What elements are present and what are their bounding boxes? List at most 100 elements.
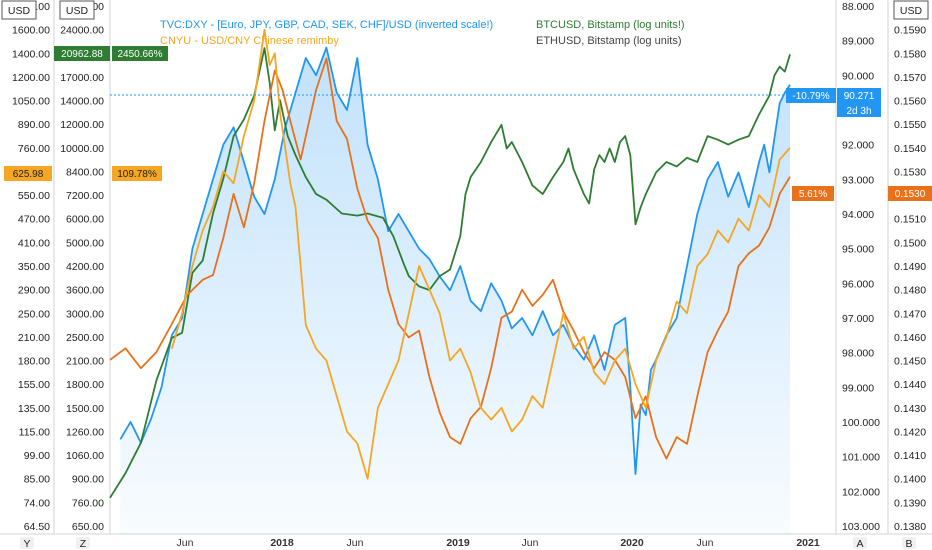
far-left-tick: 550.00 — [18, 190, 50, 202]
far-left-tick: 115.00 — [19, 426, 50, 438]
series-line-0[interactable] — [109, 47, 791, 499]
unit-box-left: USD — [1, 0, 37, 20]
left-tick: 1500.00 — [66, 403, 104, 415]
left-tick: 900.00 — [72, 474, 104, 486]
right-tick: 95.000 — [842, 244, 874, 256]
far-left-tick: 74.00 — [24, 497, 50, 509]
svg-text:USD: USD — [8, 5, 31, 17]
x-tick: Jun — [177, 537, 194, 549]
right-tick: 96.000 — [842, 278, 874, 290]
x-tick: Jun — [697, 537, 714, 549]
far-right-tick: 0.1420 — [894, 426, 926, 438]
far-left-tick: 1050.00 — [12, 96, 50, 108]
series-line-2[interactable] — [109, 57, 791, 460]
left-tick: 14000.00 — [60, 96, 104, 108]
x-tick: Jun — [522, 537, 539, 549]
far-right-tick: 0.1400 — [894, 474, 926, 486]
left-tick: 2500.00 — [66, 332, 104, 344]
far-right-tick: 0.1390 — [894, 497, 926, 509]
far-left-tick: 64.50 — [24, 521, 50, 533]
svg-text:Z: Z — [80, 538, 87, 550]
left-tick: 1260.00 — [66, 426, 104, 438]
legend-cnyu: CNYU - USD/CNY Chinese remimby — [160, 35, 339, 47]
button-a[interactable]: A — [853, 537, 867, 550]
svg-text:A: A — [856, 538, 863, 550]
left-tick: 650.00 — [72, 521, 104, 533]
right-tick: 98.000 — [842, 348, 874, 360]
x-tick: 2018 — [270, 537, 294, 549]
unit-box-left-2: USD — [59, 0, 95, 20]
svg-text:90.271: 90.271 — [844, 91, 875, 102]
button-b[interactable]: B — [902, 537, 916, 550]
svg-text:20962.88: 20962.88 — [61, 49, 103, 60]
right-tick: 88.000 — [842, 1, 874, 13]
far-right-tick: 0.1470 — [894, 308, 926, 320]
plot-area[interactable] — [109, 28, 836, 534]
far-right-tick: 0.1380 — [894, 521, 926, 533]
far-left-tick: 85.00 — [24, 474, 50, 486]
right-tick: 93.000 — [842, 174, 874, 186]
left-tick: 2100.00 — [66, 356, 104, 368]
eth-price-label: 625.98 109.78% — [4, 166, 162, 181]
legend-dxy: TVC:DXY - [Euro, JPY, GBP, CAD, SEK, CHF… — [160, 19, 493, 31]
far-right-tick: 0.1450 — [894, 356, 926, 368]
left-tick: 7200.00 — [66, 190, 104, 202]
dxy-price-label: -10.79% 90.271 2d 3h — [786, 88, 881, 117]
far-right-tick: 0.1490 — [894, 261, 926, 273]
right-tick: 92.000 — [842, 140, 874, 152]
far-left-tick: 760.00 — [18, 143, 50, 155]
left-tick: 1800.00 — [66, 379, 104, 391]
far-right-tick: 0.1500 — [894, 237, 926, 249]
right-tick: 89.000 — [842, 36, 874, 48]
svg-text:0.1530: 0.1530 — [895, 189, 926, 200]
right-tick: 103.000 — [842, 521, 880, 533]
left-tick: 6000.00 — [66, 214, 104, 226]
svg-text:-10.79%: -10.79% — [792, 91, 829, 102]
far-left-tick: 1400.00 — [12, 48, 50, 60]
left-tick: 12000.00 — [60, 119, 104, 131]
far-right-tick: 0.1480 — [894, 285, 926, 297]
left-tick: 10000.00 — [60, 143, 104, 155]
svg-text:B: B — [905, 538, 912, 550]
far-right-axis[interactable]: 0.16000.15900.15800.15700.15600.15500.15… — [894, 1, 926, 533]
left-tick: 8400.00 — [66, 166, 104, 178]
far-left-tick: 99.00 — [24, 450, 50, 462]
far-left-tick: 1600.00 — [12, 25, 50, 37]
right-tick: 94.000 — [842, 209, 874, 221]
right-tick: 99.000 — [842, 382, 874, 394]
left-tick: 4200.00 — [66, 261, 104, 273]
far-left-tick: 155.00 — [18, 379, 50, 391]
far-left-tick: 350.00 — [18, 261, 50, 273]
legend-eth: ETHUSD, Bitstamp (log units) — [536, 35, 681, 47]
left-axis[interactable]: 30000.0024000.0020000.0017000.0014000.00… — [60, 1, 104, 533]
btc-price-label: 20962.88 2450.66% — [54, 46, 168, 61]
far-left-tick: 290.00 — [18, 285, 50, 297]
series-line-1[interactable] — [119, 46, 791, 475]
unit-box-far-right: USD — [893, 0, 929, 20]
button-z[interactable]: Z — [76, 537, 90, 550]
svg-text:USD: USD — [66, 5, 89, 17]
svg-text:5.61%: 5.61% — [799, 189, 827, 200]
far-right-tick: 0.1540 — [894, 143, 926, 155]
time-axis[interactable]: Jun 2018 Jun 2019 Jun 2020 Jun 2021 — [177, 537, 820, 549]
right-tick: 90.000 — [842, 70, 874, 82]
legend-btc: BTCUSD, Bitstamp (log units!) — [536, 19, 685, 31]
left-tick: 1060.00 — [66, 450, 104, 462]
far-left-tick: 410.00 — [18, 237, 50, 249]
left-tick: 3000.00 — [66, 308, 104, 320]
far-right-tick: 0.1560 — [894, 96, 926, 108]
svg-text:USD: USD — [900, 5, 923, 17]
far-right-tick: 0.1580 — [894, 48, 926, 60]
left-tick: 17000.00 — [60, 72, 104, 84]
series-line-3[interactable] — [170, 28, 791, 480]
far-left-axis[interactable]: 1900.001600.001400.001200.001050.00890.0… — [12, 1, 50, 533]
button-y[interactable]: Y — [20, 537, 34, 550]
left-tick: 5000.00 — [66, 237, 104, 249]
far-left-tick: 250.00 — [18, 308, 50, 320]
svg-text:Y: Y — [23, 538, 30, 550]
far-right-tick: 0.1510 — [894, 214, 926, 226]
cny-price-label: 5.61% 0.1530 — [792, 186, 932, 201]
far-right-tick: 0.1570 — [894, 72, 926, 84]
x-tick: 2020 — [620, 537, 644, 549]
